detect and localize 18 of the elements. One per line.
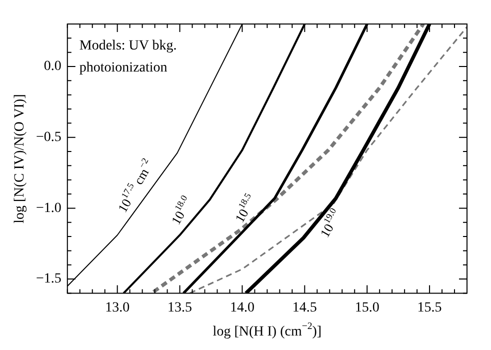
x-tick-label: 14.5: [292, 300, 317, 316]
y-axis-title: log [N(C IV)/N(O VI)]: [12, 94, 28, 224]
x-tick-label: 14.0: [230, 300, 254, 316]
x-tick-label: 15.0: [354, 300, 380, 316]
x-tick-label: 13.5: [168, 300, 192, 316]
x-tick-label: 15.5: [417, 300, 442, 316]
annotation: Models: UV bkg.: [79, 38, 177, 54]
annotation: 1017.5 cm−2: [114, 156, 152, 215]
annotation: 1018.0: [168, 193, 190, 228]
annotation: 1018.5: [232, 190, 254, 226]
y-tick-label: −1.5: [36, 272, 62, 287]
y-tick-label: −1.0: [36, 200, 62, 216]
annotation: photoionization: [79, 60, 168, 76]
x-tick-label: 13.0: [105, 300, 130, 316]
line-series: [188, 26, 467, 294]
y-tick-label: 0.0: [44, 59, 62, 74]
y-tick-label: −0.5: [36, 130, 62, 146]
annotation: 1019.0: [317, 206, 338, 240]
